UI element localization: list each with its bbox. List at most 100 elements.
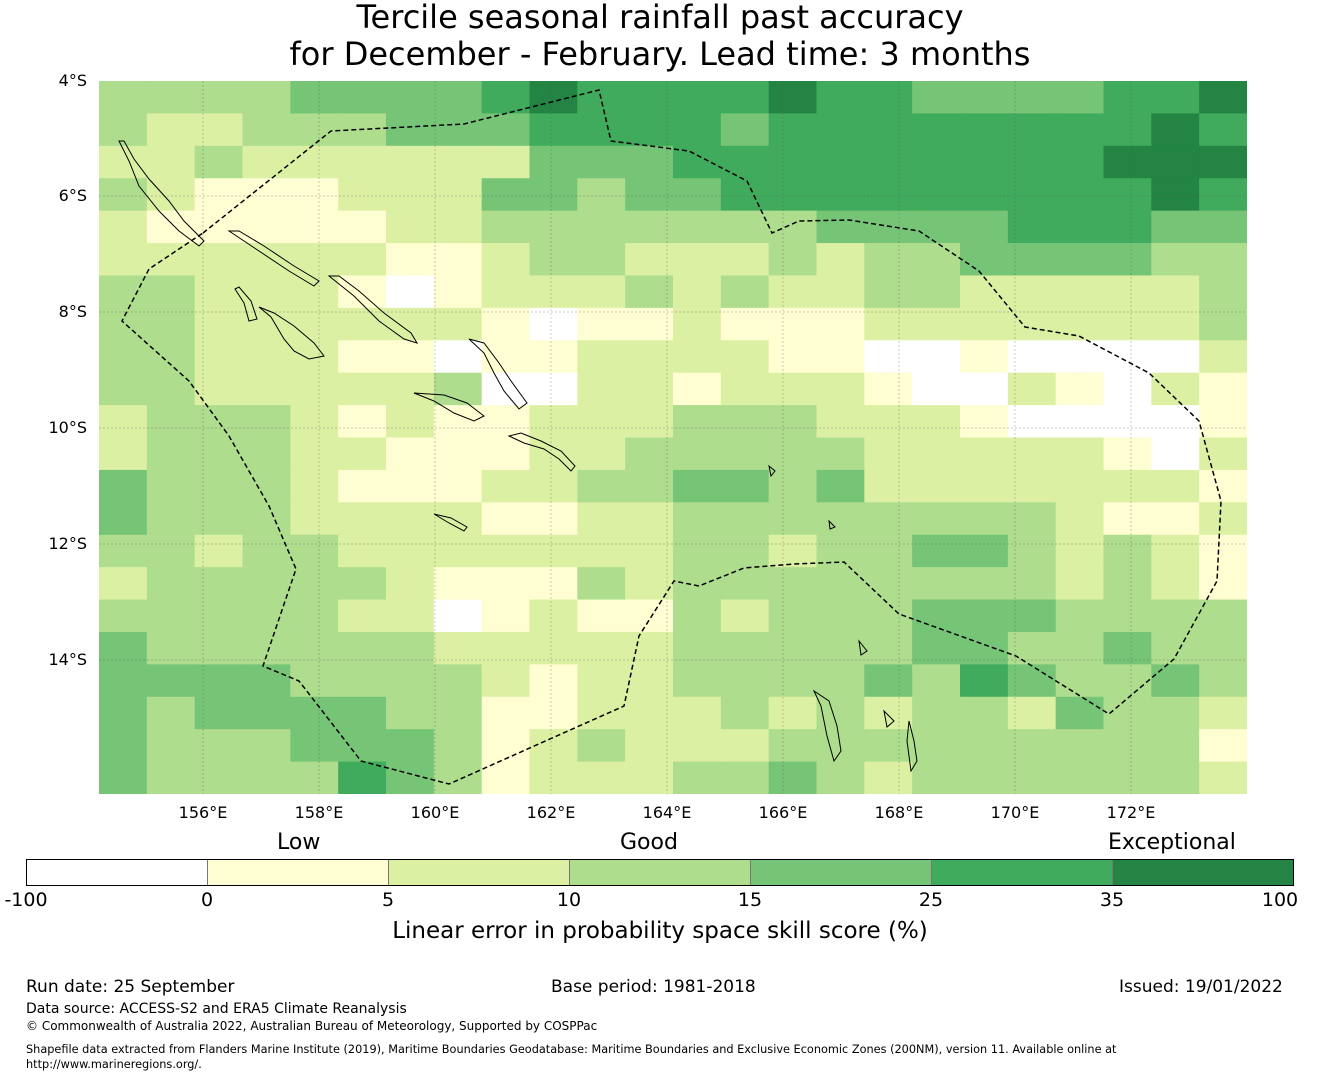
map-cell: [1199, 502, 1247, 536]
map-cell: [912, 340, 961, 374]
map-cell: [768, 113, 818, 147]
map-cell: [768, 405, 818, 439]
map-cell: [194, 696, 244, 730]
map-cell: [99, 178, 148, 212]
map-cell: [242, 437, 291, 471]
map-cell: [1151, 567, 1200, 601]
map-cell: [960, 372, 1009, 406]
map-cell: [194, 502, 244, 536]
map-cell: [242, 405, 291, 439]
map-cell: [338, 534, 387, 568]
map-cell: [481, 210, 531, 244]
map-cell: [1055, 534, 1105, 568]
map-cell: [768, 243, 818, 277]
map-cell: [386, 145, 435, 179]
map-cell: [1055, 599, 1105, 633]
map-cell: [338, 405, 387, 439]
map-cell: [768, 599, 818, 633]
map-gridlines: [99, 81, 1247, 794]
base-period: Base period: 1981-2018: [551, 977, 756, 997]
map-cell: [768, 567, 818, 601]
map-cell: [386, 210, 435, 244]
map-cell: [1103, 761, 1152, 794]
map-cell: [1103, 405, 1152, 439]
map-cell: [99, 631, 148, 665]
map-cell: [1007, 696, 1057, 730]
colorbar-segment-15-25: [751, 860, 932, 885]
map-cell: [912, 405, 961, 439]
map-cell: [386, 307, 435, 341]
map-cell: [768, 145, 818, 179]
map-cell: [433, 761, 483, 794]
map-cell: [1055, 372, 1105, 406]
map-cell: [768, 210, 818, 244]
map-cell: [864, 145, 913, 179]
map-cell: [960, 761, 1009, 794]
map-cell: [290, 437, 339, 471]
map-cell: [577, 145, 626, 179]
map-cell: [1199, 81, 1247, 115]
map-cell: [625, 340, 674, 374]
map-cell: [625, 599, 674, 633]
map-cell: [720, 567, 770, 601]
map-cell: [625, 210, 674, 244]
map-cell: [290, 307, 339, 341]
map-cell: [720, 469, 770, 503]
lon-label-168e: 168°E: [874, 803, 924, 822]
map-cell: [1103, 372, 1152, 406]
map-cell: [960, 729, 1009, 763]
map-cell: [146, 534, 196, 568]
map-cell: [625, 275, 674, 309]
map-cell: [433, 599, 483, 633]
map-cell: [1007, 178, 1057, 212]
map-cell: [720, 178, 770, 212]
map-cell: [1103, 696, 1152, 730]
map-cell: [1055, 567, 1105, 601]
map-cell: [146, 696, 196, 730]
map-cell: [481, 599, 531, 633]
map-cell: [338, 145, 387, 179]
map-cell: [673, 631, 722, 665]
map-cell: [194, 113, 244, 147]
map-cell: [194, 372, 244, 406]
map-cell: [1007, 210, 1057, 244]
map-cell: [1151, 631, 1200, 665]
map-cell: [481, 437, 531, 471]
map-cell: [386, 405, 435, 439]
map-cell: [1199, 534, 1247, 568]
map-cell: [960, 243, 1009, 277]
colorbar-tick-35: 35: [1099, 889, 1125, 911]
map-cell: [912, 210, 961, 244]
map-cell: [242, 178, 291, 212]
map-cell: [194, 340, 244, 374]
map-cell: [338, 243, 387, 277]
map-cell: [99, 761, 148, 794]
map-cell: [1151, 696, 1200, 730]
map-cell: [1151, 243, 1200, 277]
lon-label-166e: 166°E: [758, 803, 808, 822]
map-cell: [1007, 145, 1057, 179]
map-cell: [386, 81, 435, 115]
map-cell: [1007, 664, 1057, 698]
map-cell: [338, 307, 387, 341]
map-cell: [433, 113, 483, 147]
map-cell: [577, 178, 626, 212]
colorbar-segment-neg100-0: [27, 860, 208, 885]
map-cell: [194, 631, 244, 665]
map-cell: [242, 729, 291, 763]
map-cell: [529, 210, 578, 244]
map-cell: [816, 534, 865, 568]
map-cell: [99, 696, 148, 730]
map-cell: [433, 210, 483, 244]
map-cell: [338, 372, 387, 406]
map-cell: [673, 729, 722, 763]
colorbar-tick-10: 10: [556, 889, 582, 911]
map-cell: [625, 534, 674, 568]
map-cell: [673, 145, 722, 179]
colorbar-category-low: Low: [277, 830, 321, 855]
map-cell: [816, 405, 865, 439]
map-cell: [864, 664, 913, 698]
map-cell: [577, 372, 626, 406]
map-cell: [1103, 210, 1152, 244]
map-cell: [386, 696, 435, 730]
